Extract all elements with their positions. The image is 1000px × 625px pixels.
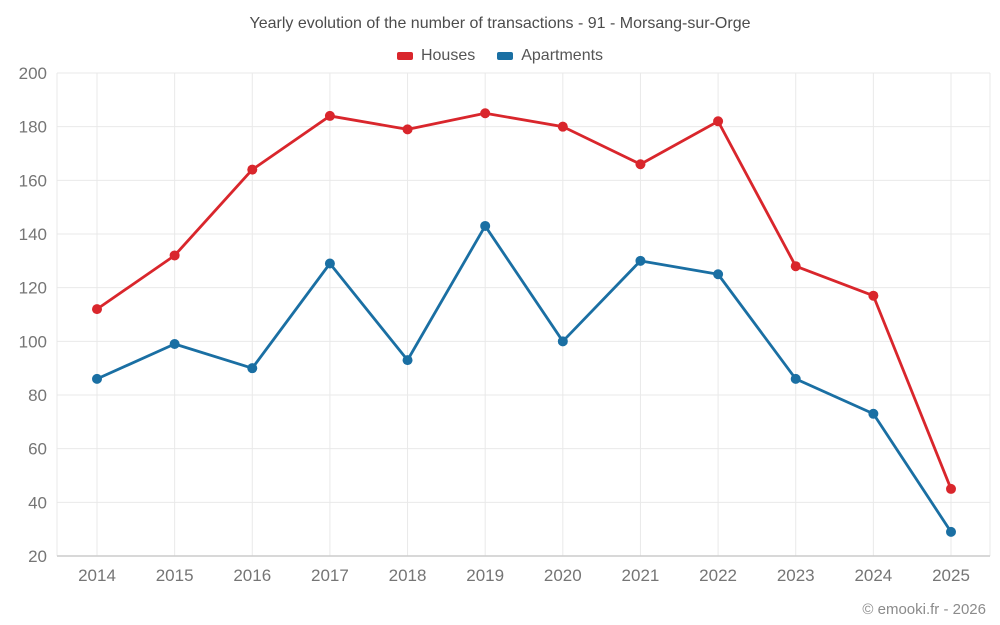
houses-series-swatch-icon xyxy=(396,52,413,60)
houses-data-point xyxy=(480,108,491,119)
houses-data-point xyxy=(92,304,102,315)
y-axis-tick-label: 60 xyxy=(28,440,47,459)
legend-label-apartments: Apartments xyxy=(521,47,604,64)
houses-data-point xyxy=(324,110,335,121)
x-axis-tick-label: 2025 xyxy=(932,566,970,585)
houses-data-point xyxy=(557,121,568,132)
legend-item-houses[interactable]: Houses xyxy=(396,47,476,65)
houses-data-point xyxy=(402,124,413,135)
houses-data-point xyxy=(169,250,180,261)
apartments-data-point xyxy=(169,339,180,350)
apartments-data-point xyxy=(713,269,724,280)
x-axis-tick-label: 2024 xyxy=(854,566,892,585)
legend-label-houses: Houses xyxy=(420,47,476,64)
apartments-line xyxy=(95,224,953,534)
apartments-data-point xyxy=(557,336,568,347)
y-axis-tick-label: 40 xyxy=(28,493,47,512)
houses-line xyxy=(95,111,953,491)
x-axis-tick-label: 2017 xyxy=(311,566,349,585)
y-axis-tick-label: 100 xyxy=(19,332,47,351)
apartments-data-point xyxy=(402,355,413,366)
x-axis-tick-label: 2021 xyxy=(622,566,660,585)
y-axis-tick-label: 200 xyxy=(19,64,47,83)
houses-data-point xyxy=(790,261,801,272)
legend: Houses Apartments xyxy=(0,47,1000,65)
apartments-data-point xyxy=(868,408,879,419)
houses-data-point xyxy=(946,483,956,494)
y-axis-tick-label: 20 xyxy=(28,547,47,566)
chart-title: Yearly evolution of the number of transa… xyxy=(249,15,751,32)
x-axis-tick-label: 2019 xyxy=(466,566,504,585)
apartments-data-point xyxy=(92,373,102,384)
apartments-data-point xyxy=(247,363,258,374)
x-axis-tick-label: 2018 xyxy=(389,566,427,585)
apartments-data-point xyxy=(635,255,646,266)
y-axis-tick-label: 160 xyxy=(19,171,47,190)
y-axis-tick-label: 80 xyxy=(28,386,47,405)
x-axis-tick-label: 2023 xyxy=(777,566,815,585)
houses-data-point xyxy=(713,116,724,127)
apartments-data-point xyxy=(946,526,956,537)
x-axis-tick-label: 2014 xyxy=(78,566,116,585)
apartments-data-point xyxy=(324,258,335,269)
apartments-data-point xyxy=(480,220,491,231)
houses-data-point xyxy=(868,290,879,301)
apartments-series-swatch-icon xyxy=(497,52,514,60)
apartments-data-point xyxy=(790,373,801,384)
x-axis-tick-label: 2022 xyxy=(699,566,737,585)
houses-data-point xyxy=(247,164,258,175)
x-axis-tick-label: 2016 xyxy=(233,566,271,585)
y-axis-tick-label: 120 xyxy=(19,279,47,298)
y-axis-tick-label: 180 xyxy=(19,118,47,137)
legend-item-apartments[interactable]: Apartments xyxy=(497,47,603,65)
x-axis-tick-label: 2015 xyxy=(156,566,194,585)
houses-data-point xyxy=(635,159,646,170)
copyright-credit: © emooki.fr - 2026 xyxy=(862,601,986,618)
x-axis-tick-label: 2020 xyxy=(544,566,582,585)
y-axis-tick-label: 140 xyxy=(19,225,47,244)
